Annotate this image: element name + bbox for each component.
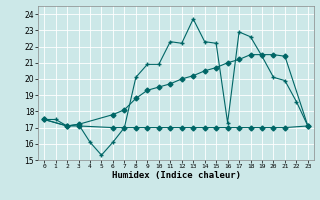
X-axis label: Humidex (Indice chaleur): Humidex (Indice chaleur) xyxy=(111,171,241,180)
